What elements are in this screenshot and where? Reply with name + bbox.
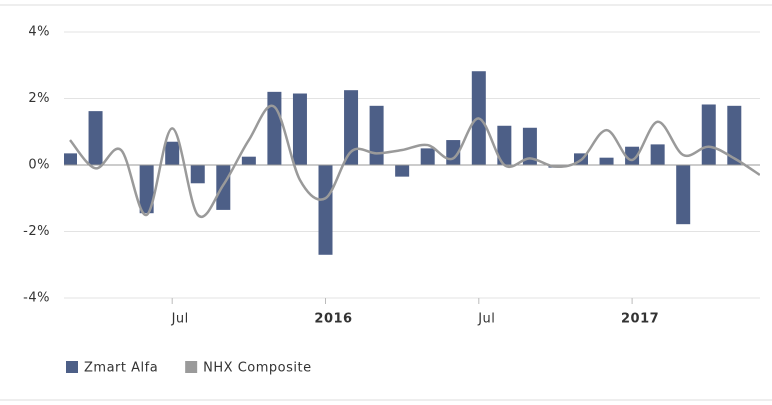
bar xyxy=(216,165,231,210)
bar xyxy=(190,165,205,184)
bar xyxy=(344,90,359,165)
bar xyxy=(650,144,665,165)
bar xyxy=(522,127,537,165)
bar xyxy=(88,111,103,165)
bar xyxy=(64,153,77,165)
bar xyxy=(676,165,691,225)
y-tick-label: 2% xyxy=(28,91,50,106)
bar xyxy=(139,165,154,214)
legend-swatch xyxy=(185,361,198,373)
bar xyxy=(267,91,282,165)
legend-label: NHX Composite xyxy=(203,361,311,376)
bar xyxy=(599,157,614,165)
bar xyxy=(292,93,307,165)
bar xyxy=(318,165,333,255)
y-tick-label: -4% xyxy=(23,291,50,306)
bar xyxy=(395,165,410,177)
legend-label: Zmart Alfa xyxy=(84,361,158,376)
y-tick-label: 0% xyxy=(28,158,50,173)
y-tick-label: 4% xyxy=(28,25,50,40)
bar xyxy=(625,146,640,165)
bar xyxy=(727,105,742,165)
x-tick-label: 2017 xyxy=(621,312,659,327)
line xyxy=(69,104,760,219)
bar xyxy=(420,148,435,165)
legend-swatch xyxy=(66,361,78,373)
bar xyxy=(701,104,716,165)
x-tick-label: Jul xyxy=(171,312,189,327)
bar xyxy=(369,105,384,165)
y-tick-label: -2% xyxy=(23,224,50,239)
bar xyxy=(497,125,512,165)
x-tick-label: Jul xyxy=(477,312,495,327)
bar xyxy=(241,156,256,165)
bar xyxy=(165,141,180,165)
x-tick-label: 2016 xyxy=(314,312,352,327)
